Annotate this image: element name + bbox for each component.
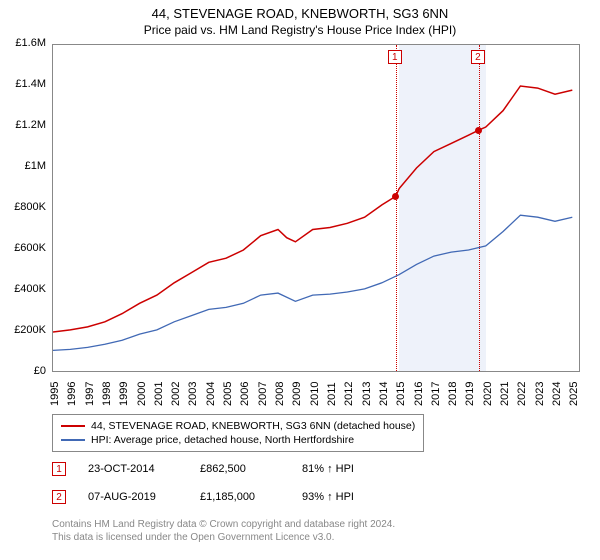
y-tick-label: £1M [0,160,46,172]
x-tick-label: 2019 [464,382,476,406]
x-tick-label: 2012 [343,382,355,406]
y-tick-label: £600K [0,242,46,254]
chart-lines [53,45,581,373]
x-tick-label: 2011 [326,382,338,406]
x-tick-label: 2003 [187,382,199,406]
sale-ratio: 81% ↑ HPI [302,463,354,475]
sale-marker-box: 2 [52,490,66,504]
x-tick-label: 2023 [534,382,546,406]
x-tick-label: 2022 [516,382,528,406]
x-tick-label: 1996 [66,382,78,406]
x-tick-label: 1997 [84,382,96,406]
x-tick-label: 2014 [378,382,390,406]
legend-item: HPI: Average price, detached house, Nort… [61,433,415,447]
x-tick-label: 2015 [395,382,407,406]
legend-item: 44, STEVENAGE ROAD, KNEBWORTH, SG3 6NN (… [61,419,415,433]
x-tick-label: 2010 [309,382,321,406]
y-tick-label: £200K [0,324,46,336]
x-tick-label: 1999 [118,382,130,406]
chart-plot-area [52,44,580,372]
x-tick-label: 2024 [551,382,563,406]
sale-dot [475,127,482,134]
x-tick-label: 1995 [49,382,61,406]
copyright-line-2: This data is licensed under the Open Gov… [52,531,395,544]
chart-legend: 44, STEVENAGE ROAD, KNEBWORTH, SG3 6NN (… [52,414,424,452]
sale-price: £862,500 [200,463,280,475]
x-tick-label: 2006 [239,382,251,406]
x-tick-label: 2000 [136,382,148,406]
x-tick-label: 2009 [291,382,303,406]
x-tick-label: 2016 [413,382,425,406]
y-tick-label: £1.6M [0,37,46,49]
x-tick-label: 2017 [430,382,442,406]
y-tick-label: £1.2M [0,119,46,131]
marker-box: 2 [471,50,485,64]
x-tick-label: 2018 [447,382,459,406]
x-tick-label: 1998 [101,382,113,406]
sale-date: 07-AUG-2019 [88,491,178,503]
sale-row: 1 23-OCT-2014 £862,500 81% ↑ HPI [52,462,354,476]
copyright-text: Contains HM Land Registry data © Crown c… [52,518,395,544]
y-tick-label: £800K [0,201,46,213]
y-tick-label: £0 [0,365,46,377]
chart-subtitle: Price paid vs. HM Land Registry's House … [0,21,600,41]
chart-title: 44, STEVENAGE ROAD, KNEBWORTH, SG3 6NN [0,0,600,21]
copyright-line-1: Contains HM Land Registry data © Crown c… [52,518,395,531]
marker-box: 1 [388,50,402,64]
x-tick-label: 2004 [205,382,217,406]
sale-dot [392,193,399,200]
legend-line-icon [61,425,85,427]
x-tick-label: 2013 [361,382,373,406]
x-tick-label: 2025 [568,382,580,406]
sale-price: £1,185,000 [200,491,280,503]
x-tick-label: 2005 [222,382,234,406]
x-tick-label: 2008 [274,382,286,406]
x-tick-label: 2002 [170,382,182,406]
series-line-hpi [53,215,572,350]
x-tick-label: 2021 [499,382,511,406]
x-tick-label: 2007 [257,382,269,406]
x-tick-label: 2020 [482,382,494,406]
y-tick-label: £400K [0,283,46,295]
sale-ratio: 93% ↑ HPI [302,491,354,503]
legend-line-icon [61,439,85,441]
sale-marker-box: 1 [52,462,66,476]
legend-label: 44, STEVENAGE ROAD, KNEBWORTH, SG3 6NN (… [91,420,415,432]
sale-row: 2 07-AUG-2019 £1,185,000 93% ↑ HPI [52,490,354,504]
sale-date: 23-OCT-2014 [88,463,178,475]
legend-label: HPI: Average price, detached house, Nort… [91,434,354,446]
y-tick-label: £1.4M [0,78,46,90]
x-tick-label: 2001 [153,382,165,406]
